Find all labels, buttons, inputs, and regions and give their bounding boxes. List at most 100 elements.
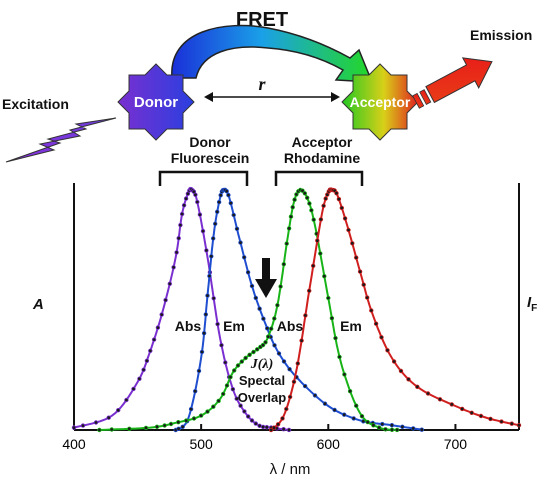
series-point-1 — [214, 209, 220, 214]
series-point-1 — [210, 236, 216, 241]
acceptor-bracket — [274, 170, 364, 186]
series-point-2 — [294, 192, 299, 197]
series-point-0 — [230, 387, 236, 392]
series-point-1 — [176, 426, 181, 431]
x-axis-label: λ / nm — [270, 461, 311, 478]
series-point-0 — [159, 312, 164, 317]
series-point-0 — [204, 248, 209, 253]
series-point-0 — [155, 325, 161, 330]
series-point-2 — [224, 383, 230, 388]
series-point-3 — [425, 391, 431, 396]
series-point-2 — [269, 326, 274, 331]
series-point-1 — [209, 254, 214, 259]
acceptor-group-line1: Acceptor — [292, 134, 353, 150]
series-point-2 — [292, 197, 297, 202]
series-point-3 — [303, 313, 308, 318]
series-point-2 — [281, 262, 286, 267]
donor-abs-label: Abs — [175, 318, 202, 334]
series-point-0 — [219, 343, 224, 348]
series-point-2 — [235, 363, 241, 368]
donor-bracket — [158, 170, 249, 186]
series-point-0 — [211, 296, 216, 301]
series-point-1 — [228, 200, 233, 206]
series-point-2 — [333, 335, 338, 341]
series-point-0 — [193, 192, 198, 197]
series-point-1 — [389, 423, 395, 428]
series-point-1 — [276, 351, 282, 356]
series-point-1 — [302, 383, 308, 389]
series-point-1 — [332, 407, 337, 413]
series-point-1 — [312, 393, 318, 398]
series-point-2 — [286, 226, 292, 231]
series-point-2 — [198, 413, 204, 418]
series-point-0 — [171, 265, 176, 270]
series-point-2 — [318, 251, 323, 256]
series-point-0 — [131, 386, 136, 392]
series-point-0 — [264, 425, 269, 430]
series-point-1 — [218, 192, 223, 198]
series-point-0 — [151, 337, 157, 342]
series-point-2 — [143, 425, 149, 431]
series-point-2 — [337, 354, 342, 360]
series-point-3 — [391, 359, 397, 364]
series-point-0 — [234, 396, 239, 401]
series-point-3 — [373, 321, 379, 326]
series-point-0 — [286, 427, 292, 433]
series-point-2 — [311, 217, 316, 222]
series-point-1 — [272, 343, 277, 348]
series-point-1 — [238, 240, 243, 245]
series-point-3 — [385, 348, 390, 353]
series-point-1 — [361, 419, 366, 424]
series-point-1 — [261, 316, 266, 321]
series-point-2 — [383, 427, 388, 432]
series-point-3 — [311, 263, 316, 268]
series-point-0 — [257, 423, 262, 428]
series-point-2 — [371, 423, 376, 428]
series-point-1 — [199, 349, 205, 355]
series-point-1 — [351, 416, 356, 421]
series-point-2 — [154, 424, 160, 429]
acceptor-label: Acceptor — [350, 94, 411, 110]
series-point-3 — [488, 416, 493, 422]
series-point-0 — [174, 250, 179, 255]
series-point-2 — [300, 188, 305, 193]
series-point-3 — [415, 384, 420, 389]
series-point-3 — [379, 335, 384, 340]
series-point-2 — [183, 418, 189, 423]
series-point-2 — [326, 295, 331, 301]
series-point-3 — [365, 295, 370, 300]
series-point-2 — [394, 427, 400, 433]
series-point-2 — [389, 427, 395, 432]
series-point-1 — [241, 255, 247, 260]
series-point-2 — [255, 347, 260, 352]
series-point-0 — [245, 414, 251, 419]
series-point-1 — [212, 221, 218, 226]
series-point-3 — [295, 361, 300, 366]
series-point-2 — [266, 334, 271, 339]
x-tick-label: 700 — [444, 436, 468, 452]
series-point-2 — [127, 426, 132, 431]
series-point-0 — [260, 424, 266, 430]
series-point-1 — [224, 188, 229, 194]
series-point-2 — [260, 342, 266, 348]
series-point-0 — [106, 415, 111, 420]
series-point-3 — [339, 205, 344, 211]
series-point-0 — [249, 418, 255, 423]
acceptor-abs-label: Abs — [277, 318, 304, 334]
series-point-1 — [231, 212, 236, 218]
series-point-1 — [380, 421, 385, 427]
series-point-2 — [243, 355, 248, 361]
series-point-3 — [449, 402, 454, 407]
series-point-0 — [115, 408, 121, 413]
series-line-1 — [175, 189, 424, 431]
series-point-0 — [167, 281, 172, 286]
distance-label: r — [258, 74, 266, 94]
series-point-2 — [239, 359, 244, 364]
donor-label: Donor — [134, 94, 178, 111]
series-point-0 — [197, 212, 203, 217]
series-point-1 — [265, 326, 270, 331]
series-point-2 — [288, 214, 294, 219]
series-point-3 — [406, 377, 411, 382]
y-axis-right-label: IF — [527, 294, 537, 314]
